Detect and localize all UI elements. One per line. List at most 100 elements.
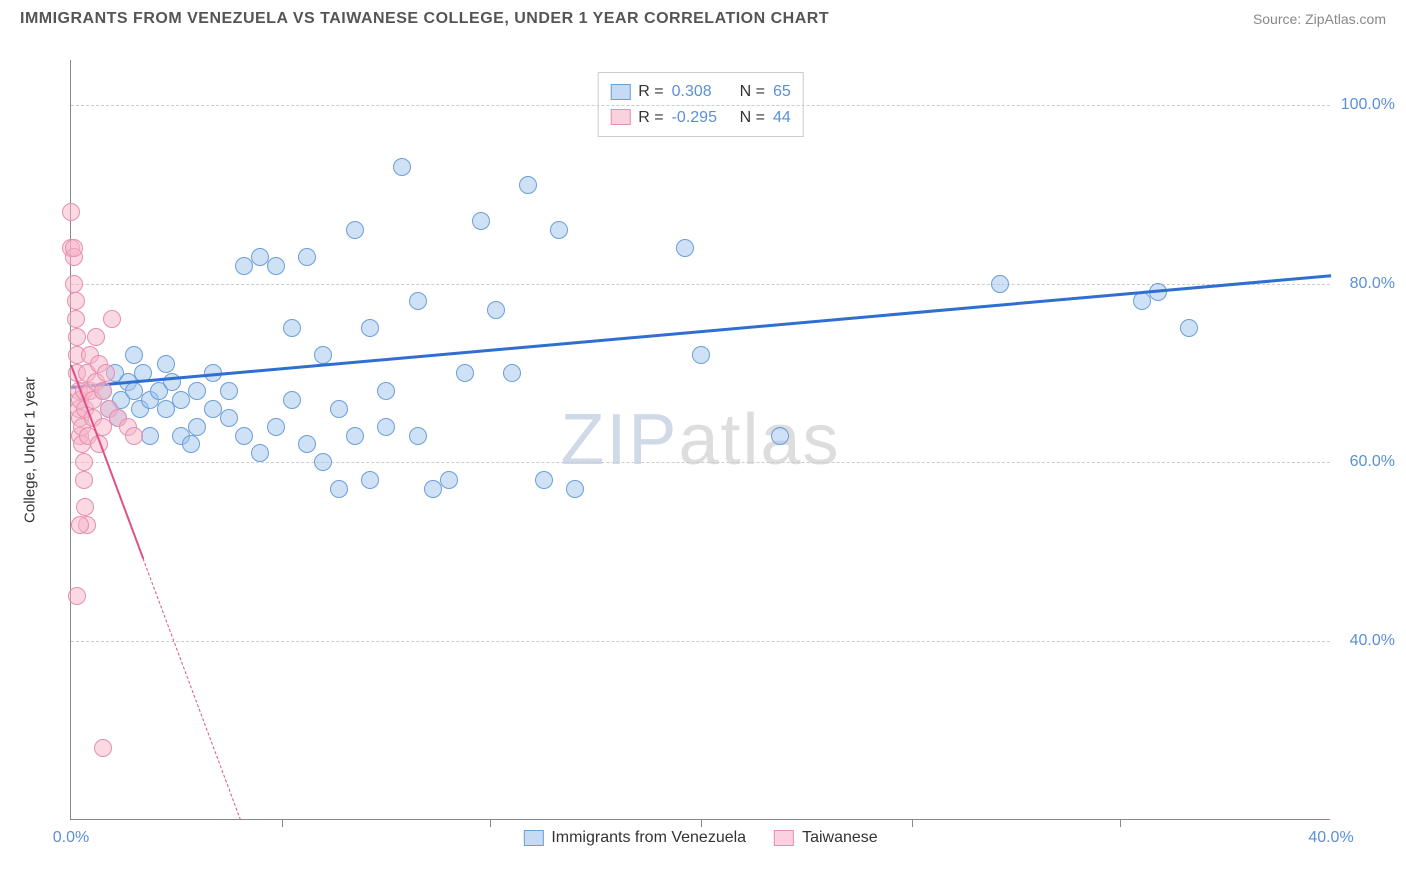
y-tick-label: 40.0% <box>1350 632 1395 650</box>
data-point-venezuela <box>535 471 553 489</box>
legend-correlation-row: R = 0.308 N = 65 <box>610 79 790 105</box>
data-point-taiwanese <box>103 310 121 328</box>
data-point-venezuela <box>314 453 332 471</box>
x-tick-label: 0.0% <box>53 829 89 847</box>
x-tick-label: 40.0% <box>1308 829 1353 847</box>
legend-series-item: Immigrants from Venezuela <box>523 829 746 847</box>
data-point-venezuela <box>377 382 395 400</box>
x-tick <box>701 819 702 827</box>
trendline-taiwanese-extrapolated <box>143 559 242 821</box>
data-point-venezuela <box>361 471 379 489</box>
data-point-taiwanese <box>62 203 80 221</box>
chart-container: College, Under 1 year ZIPatlas R =0.308N… <box>50 50 1390 850</box>
data-point-venezuela <box>141 427 159 445</box>
data-point-venezuela <box>409 292 427 310</box>
data-point-venezuela <box>220 382 238 400</box>
data-point-venezuela <box>550 221 568 239</box>
gridline-horizontal <box>71 284 1330 285</box>
data-point-taiwanese <box>87 328 105 346</box>
data-point-venezuela <box>182 435 200 453</box>
gridline-horizontal <box>71 462 1330 463</box>
data-point-taiwanese <box>94 739 112 757</box>
data-point-venezuela <box>188 418 206 436</box>
data-point-taiwanese <box>97 364 115 382</box>
data-point-venezuela <box>377 418 395 436</box>
legend-correlation-row: R = -0.295 N = 44 <box>610 105 790 131</box>
data-point-taiwanese <box>68 587 86 605</box>
legend-r-label: R = <box>638 79 663 105</box>
data-point-venezuela <box>519 176 537 194</box>
data-point-venezuela <box>676 239 694 257</box>
data-point-taiwanese <box>125 427 143 445</box>
y-tick-label: 100.0% <box>1341 96 1395 114</box>
data-point-venezuela <box>157 355 175 373</box>
data-point-venezuela <box>330 400 348 418</box>
x-tick <box>912 819 913 827</box>
legend-swatch <box>610 109 630 125</box>
legend-swatch <box>774 830 794 846</box>
data-point-venezuela <box>456 364 474 382</box>
data-point-venezuela <box>503 364 521 382</box>
legend-r-value: -0.295 <box>672 105 732 131</box>
data-point-venezuela <box>393 158 411 176</box>
legend-series-label: Immigrants from Venezuela <box>551 829 746 847</box>
legend-swatch <box>610 84 630 100</box>
legend-series-item: Taiwanese <box>774 829 878 847</box>
legend-r-value: 0.308 <box>672 79 732 105</box>
data-point-taiwanese <box>71 516 89 534</box>
data-point-venezuela <box>409 427 427 445</box>
legend-series-label: Taiwanese <box>802 829 878 847</box>
legend-n-value: 44 <box>773 105 791 131</box>
data-point-venezuela <box>125 346 143 364</box>
data-point-taiwanese <box>75 471 93 489</box>
data-point-venezuela <box>991 275 1009 293</box>
data-point-venezuela <box>235 427 253 445</box>
source-attribution: Source: ZipAtlas.com <box>1253 11 1386 27</box>
data-point-venezuela <box>440 471 458 489</box>
data-point-taiwanese <box>68 328 86 346</box>
data-point-venezuela <box>220 409 238 427</box>
legend-series: Immigrants from Venezuela Taiwanese <box>523 829 877 847</box>
data-point-venezuela <box>361 319 379 337</box>
legend-n-label: N = <box>740 79 765 105</box>
y-tick-label: 80.0% <box>1350 275 1395 293</box>
data-point-venezuela <box>267 257 285 275</box>
gridline-horizontal <box>71 105 1330 106</box>
chart-header: IMMIGRANTS FROM VENEZUELA VS TAIWANESE C… <box>0 0 1406 28</box>
data-point-taiwanese <box>65 239 83 257</box>
data-point-venezuela <box>251 444 269 462</box>
data-point-venezuela <box>346 427 364 445</box>
gridline-horizontal <box>71 641 1330 642</box>
x-tick <box>282 819 283 827</box>
y-axis-label: College, Under 1 year <box>22 377 39 523</box>
x-tick <box>1120 819 1121 827</box>
data-point-venezuela <box>487 301 505 319</box>
data-point-taiwanese <box>67 310 85 328</box>
data-point-taiwanese <box>67 292 85 310</box>
data-point-venezuela <box>692 346 710 364</box>
data-point-venezuela <box>298 435 316 453</box>
x-tick <box>490 819 491 827</box>
plot-area: ZIPatlas R =0.308N =65R =-0.295N =44 Imm… <box>70 60 1330 820</box>
data-point-venezuela <box>314 346 332 364</box>
data-point-venezuela <box>283 391 301 409</box>
legend-r-label: R = <box>638 105 663 131</box>
data-point-venezuela <box>267 418 285 436</box>
data-point-taiwanese <box>75 453 93 471</box>
data-point-venezuela <box>472 212 490 230</box>
chart-title: IMMIGRANTS FROM VENEZUELA VS TAIWANESE C… <box>20 10 829 28</box>
data-point-venezuela <box>1180 319 1198 337</box>
data-point-venezuela <box>771 427 789 445</box>
trendline-venezuela <box>71 275 1331 389</box>
data-point-venezuela <box>330 480 348 498</box>
legend-n-value: 65 <box>773 79 791 105</box>
data-point-taiwanese <box>65 275 83 293</box>
data-point-venezuela <box>346 221 364 239</box>
data-point-taiwanese <box>94 382 112 400</box>
legend-swatch <box>523 830 543 846</box>
legend-n-label: N = <box>740 105 765 131</box>
data-point-venezuela <box>283 319 301 337</box>
y-tick-label: 60.0% <box>1350 453 1395 471</box>
data-point-taiwanese <box>76 498 94 516</box>
data-point-venezuela <box>298 248 316 266</box>
